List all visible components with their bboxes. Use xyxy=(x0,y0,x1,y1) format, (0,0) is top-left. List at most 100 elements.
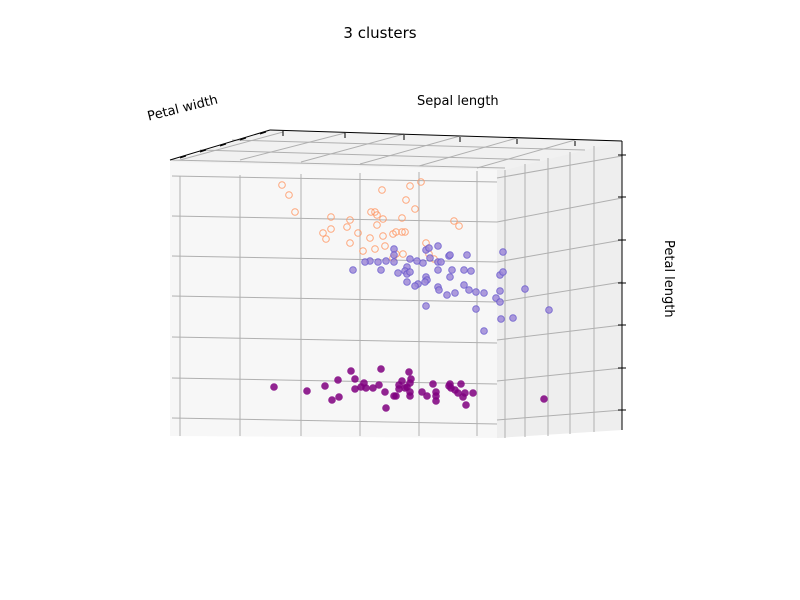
cluster-3-point xyxy=(406,392,414,400)
chart-title: 3 clusters xyxy=(343,24,417,42)
grid-line xyxy=(496,281,623,303)
grid-line xyxy=(169,159,506,169)
cluster-1-point xyxy=(373,221,381,229)
cluster-2-point xyxy=(406,268,414,276)
cluster-2-point xyxy=(403,278,411,286)
cluster-2-point xyxy=(419,259,427,267)
cluster-2-point xyxy=(406,255,414,263)
grid-line xyxy=(300,133,405,163)
grid-line xyxy=(476,139,576,169)
grid-lines xyxy=(169,129,623,438)
cluster-1-point xyxy=(359,247,367,255)
tick-marks xyxy=(179,131,626,411)
cluster-1-point xyxy=(379,215,387,223)
cluster-3-point xyxy=(328,396,336,404)
cluster-2-point xyxy=(422,302,430,310)
z-axis-label: Petal length xyxy=(661,240,676,318)
cluster-1-point xyxy=(381,242,389,250)
cluster-2-point xyxy=(437,258,445,266)
cluster-3-point xyxy=(429,380,437,388)
x-tick xyxy=(179,155,187,159)
y-axis-line xyxy=(269,129,623,142)
cluster-2-point xyxy=(467,267,475,275)
cluster-1-point xyxy=(354,229,362,237)
side-pane xyxy=(497,141,622,438)
cluster-3-point xyxy=(381,388,389,396)
grid-line xyxy=(496,155,623,179)
cluster-2-point xyxy=(421,278,429,286)
cluster-1-point xyxy=(346,239,354,247)
grid-line xyxy=(496,367,623,382)
cluster-2-point xyxy=(349,266,357,274)
cluster-3-point xyxy=(540,395,548,403)
cluster-2-point xyxy=(426,254,434,262)
cluster-1-point xyxy=(343,223,351,231)
cluster-1-point xyxy=(399,250,407,258)
cluster-1-point xyxy=(285,191,293,199)
cluster-3-point xyxy=(334,376,342,384)
cluster-1-point xyxy=(278,181,286,189)
cluster-1-point xyxy=(322,235,330,243)
cluster-1-point xyxy=(319,229,327,237)
cluster-1-point xyxy=(371,245,379,253)
cluster-1-point xyxy=(417,178,425,186)
cluster-2-point xyxy=(480,289,488,297)
cluster-3-point xyxy=(270,383,278,391)
cluster-3-point xyxy=(369,384,377,392)
cluster-3-point xyxy=(398,377,406,385)
cluster-2-point xyxy=(425,244,433,252)
cluster-1-point xyxy=(327,225,335,233)
cluster-3-point xyxy=(321,382,329,390)
cluster-2-point xyxy=(499,268,507,276)
grid-line xyxy=(199,149,541,161)
grid-line xyxy=(496,239,623,263)
x-tick xyxy=(199,149,207,153)
grid-line xyxy=(239,132,346,161)
cluster-1-point xyxy=(371,208,379,216)
cluster-2-point xyxy=(480,327,488,335)
cluster-3-point xyxy=(405,368,413,376)
cluster-3-point xyxy=(375,381,383,389)
grid-line xyxy=(171,336,498,344)
cluster-2-point xyxy=(497,315,505,323)
cluster-3-point xyxy=(392,392,400,400)
cluster-1-point xyxy=(389,230,397,238)
cluster-3-point xyxy=(377,365,385,373)
cluster-1-point xyxy=(450,217,458,225)
cluster-2-point xyxy=(390,251,398,259)
cluster-3-point xyxy=(406,379,414,387)
cluster-3-point xyxy=(432,397,440,405)
cluster-2-point xyxy=(361,258,369,266)
cluster-3-point xyxy=(303,387,311,395)
x-axis-line xyxy=(169,129,271,161)
cluster-2-point xyxy=(448,266,456,274)
cluster-2-point xyxy=(472,288,480,296)
cluster-3-point xyxy=(418,388,426,396)
cluster-1-point xyxy=(402,196,410,204)
cluster-2-point xyxy=(460,266,468,274)
cluster-3-point xyxy=(457,380,465,388)
cluster-2-point xyxy=(499,248,507,256)
grid-line xyxy=(171,295,498,303)
cluster-2-point xyxy=(496,298,504,306)
cluster-2-point xyxy=(390,258,398,266)
cluster-1-point xyxy=(411,205,419,213)
grid-line xyxy=(171,215,498,223)
cluster-2-point xyxy=(509,314,517,322)
grid-line xyxy=(496,197,623,223)
axis-panes xyxy=(170,130,622,438)
cluster-2-point xyxy=(545,306,553,314)
cluster-2-point xyxy=(411,282,419,290)
cluster-3-point xyxy=(423,392,431,400)
cluster-1-point xyxy=(379,232,387,240)
x-tick xyxy=(259,131,267,135)
y-axis-label: Sepal length xyxy=(417,94,499,109)
cluster-2-point xyxy=(394,269,402,277)
cluster-1-point xyxy=(346,216,354,224)
cluster-3-point xyxy=(351,375,359,383)
cluster-2-point xyxy=(460,281,468,289)
cluster-2-point xyxy=(463,251,471,259)
cluster-2-point xyxy=(465,286,473,294)
cluster-3-point xyxy=(335,393,343,401)
